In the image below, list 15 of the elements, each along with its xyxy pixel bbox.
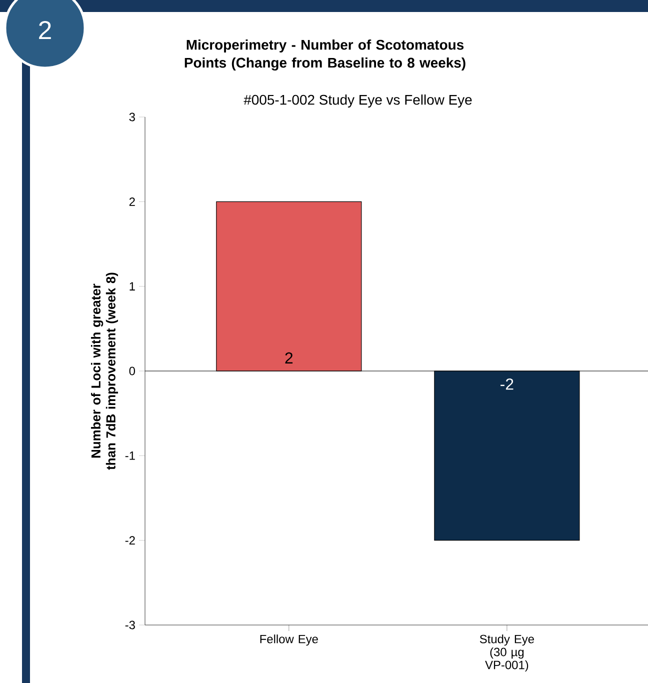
data-label: -2 xyxy=(500,378,514,390)
chart-subtitle: #005-1-002 Study Eye vs Fellow Eye xyxy=(244,94,472,108)
y-tick-label: 2 xyxy=(129,197,135,206)
x-tick-label: Fellow Eye xyxy=(260,634,318,646)
chart-title: Microperimetry - Number of Scotomatous Points (Change from Baseline to 8 weeks) xyxy=(184,40,466,71)
y-tick-label: 0 xyxy=(129,366,136,376)
y-tick-label: -2 xyxy=(125,536,135,545)
x-tick-label: Study Eye (30 µg VP-001) xyxy=(480,634,534,672)
y-tick-label: 1 xyxy=(130,282,135,290)
text: 2 xyxy=(39,20,51,40)
y-tick-label: 3 xyxy=(129,112,135,122)
y-tick-label: -1 xyxy=(125,452,135,460)
data-label: 2 xyxy=(285,352,293,364)
y-axis-title: Number of Loci with greater than 7dB improvement (week 8) xyxy=(90,272,118,470)
y-tick-label: -3 xyxy=(125,620,135,630)
